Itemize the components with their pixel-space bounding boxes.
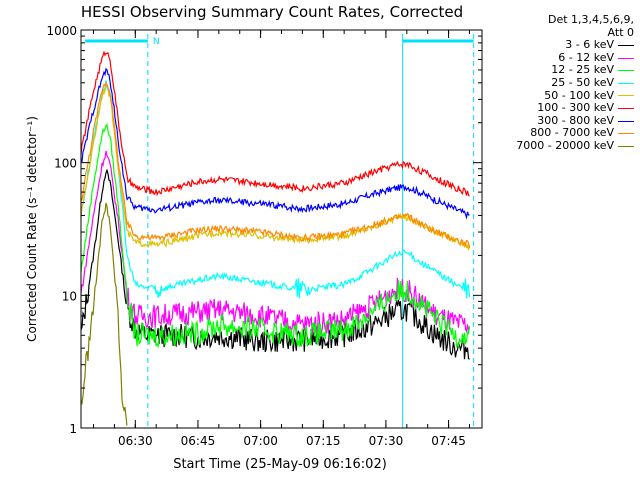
legend-entry: 25 - 50 keV xyxy=(486,75,634,90)
series-line-6-12keV xyxy=(80,150,471,336)
series-line-7000-20000keV xyxy=(80,202,128,426)
legend-swatch xyxy=(618,82,634,84)
legend-header-attenuator: Att 0 xyxy=(607,25,634,39)
legend-entry-label: 100 - 300 keV xyxy=(537,101,614,115)
legend-entry: 12 - 25 keV xyxy=(486,64,634,77)
legend-header-detectors: Det 1,3,4,5,6,9, xyxy=(547,13,634,26)
chart-title: HESSI Observing Summary Count Rates, Cor… xyxy=(81,3,463,21)
legend-entry-label: 800 - 7000 keV xyxy=(530,126,614,140)
x-tick-label: 07:30 xyxy=(369,434,404,448)
y-tick-label: 1000 xyxy=(46,24,77,38)
legend-entry-label: 6 - 12 keV xyxy=(558,50,614,64)
legend-swatch xyxy=(618,107,634,109)
legend-entry: 300 - 800 keV xyxy=(486,113,634,128)
legend-entry: 3 - 6 keV xyxy=(486,39,634,52)
series-line-3-6keV xyxy=(80,168,470,360)
plot-frame xyxy=(80,29,483,429)
legend-entry: 6 - 12 keV xyxy=(486,50,634,65)
legend-swatch xyxy=(618,70,634,72)
legend-entry-label: 12 - 25 keV xyxy=(551,63,614,77)
series-line-50-100keV xyxy=(80,84,471,251)
night-markers: N xyxy=(85,34,475,428)
y-tick-label: 10 xyxy=(62,289,77,303)
legend-swatch xyxy=(618,95,634,97)
legend-swatch xyxy=(618,57,634,59)
night-label: N xyxy=(153,37,160,47)
legend-swatch xyxy=(618,44,634,46)
x-tick-label: 07:45 xyxy=(431,434,466,448)
x-tick-label: 07:15 xyxy=(306,434,341,448)
y-axis-label: Corrected Count Rate (s⁻¹ detector⁻¹) xyxy=(25,116,39,342)
series-line-25-50keV xyxy=(80,80,471,299)
legend-entry-label: 300 - 800 keV xyxy=(537,113,614,127)
legend-entry: 7000 - 20000 keV xyxy=(486,138,634,153)
legend-entry-label: 25 - 50 keV xyxy=(551,75,614,89)
legend-entry: 50 - 100 keV xyxy=(486,88,634,103)
legend-entry-label: 7000 - 20000 keV xyxy=(516,138,614,152)
legend-entry: 100 - 300 keV xyxy=(486,102,634,115)
series-line-12-25keV xyxy=(80,123,471,349)
legend-entry-label: 3 - 6 keV xyxy=(565,38,614,52)
x-axis-label: Start Time (25-May-09 06:16:02) xyxy=(173,457,387,472)
legend-swatch xyxy=(618,120,634,122)
series-line-100-300keV xyxy=(80,50,470,197)
legend: Det 1,3,4,5,6,9, Att 0 3 - 6 keV 6 - 12 k… xyxy=(486,13,634,153)
y-tick-label: 100 xyxy=(54,157,77,171)
y-tick-label: 1 xyxy=(69,422,77,436)
legend-entry-label: 50 - 100 keV xyxy=(544,88,614,102)
legend-swatch xyxy=(618,145,634,147)
legend-entry: 800 - 7000 keV xyxy=(486,127,634,140)
x-tick-label: 06:30 xyxy=(118,434,153,448)
x-tick-label: 06:45 xyxy=(181,434,216,448)
x-tick-label: 07:00 xyxy=(243,434,278,448)
legend-swatch xyxy=(618,133,634,135)
series-line-300-800keV xyxy=(80,67,470,220)
series-line-800-7000keV xyxy=(80,81,471,249)
